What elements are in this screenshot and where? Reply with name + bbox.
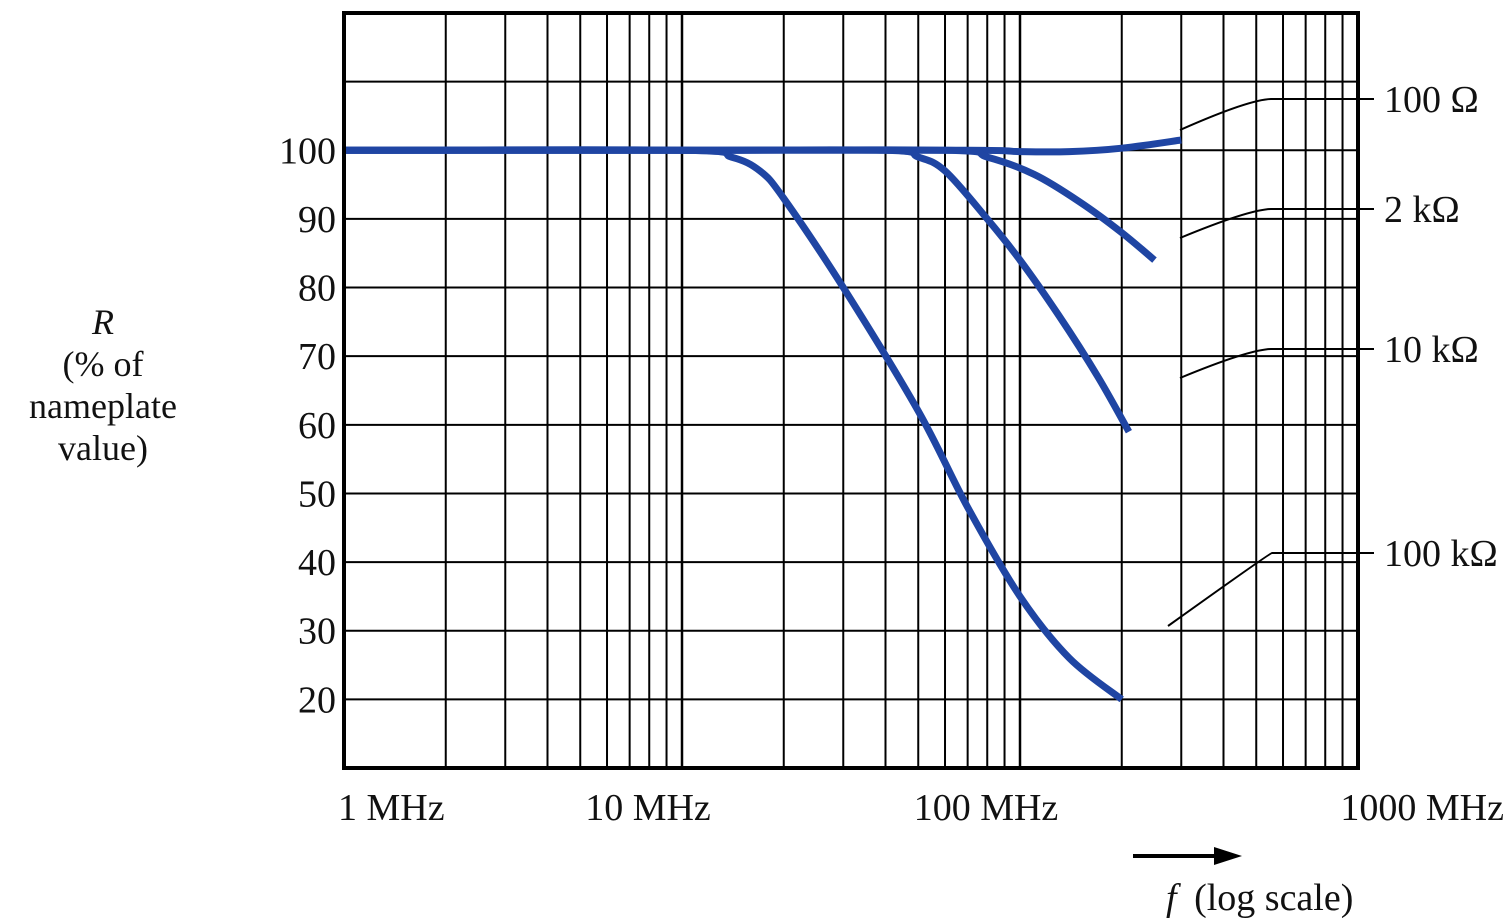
series-label: 2 kΩ <box>1384 189 1460 231</box>
y-tick-label: 100 <box>279 130 336 172</box>
grid-major <box>344 13 1358 768</box>
x-tick-label: 1 MHz <box>338 787 445 829</box>
series-label: 100 kΩ <box>1384 533 1498 575</box>
y-axis-symbol: R <box>91 302 114 342</box>
series-leader-lines <box>1167 98 1374 627</box>
y-tick-label: 40 <box>298 542 336 584</box>
y-tick-label: 20 <box>298 679 336 721</box>
y-tick-label: 50 <box>298 473 336 515</box>
leader-line <box>1179 208 1372 239</box>
leader-line <box>1179 98 1372 131</box>
x-axis-scale-note: (log scale) <box>1194 877 1353 919</box>
y-tick-label: 30 <box>298 611 336 653</box>
y-tick-label: 60 <box>298 405 336 447</box>
series-labels: 100 Ω 2 kΩ 10 kΩ 100 kΩ <box>1384 79 1498 575</box>
series-lines <box>343 136 1182 703</box>
plot-area-frame <box>342 11 1360 770</box>
x-direction-arrow-head <box>1214 847 1242 865</box>
y-tick-label: 90 <box>298 199 336 241</box>
leader-line <box>1179 348 1372 379</box>
y-axis-label-line-2: nameplate <box>29 386 177 426</box>
y-tick-label: 70 <box>298 336 336 378</box>
leader-line <box>1167 552 1372 627</box>
y-tick-label: 80 <box>298 268 336 310</box>
y-axis-label-line-1: (% of <box>63 344 144 384</box>
x-axis-symbol: f <box>1166 877 1181 919</box>
series-line-3 <box>343 146 1124 703</box>
series-label: 100 Ω <box>1384 79 1479 121</box>
y-axis-label-line-3: value) <box>58 428 148 468</box>
grid-minor <box>444 13 1344 768</box>
x-axis-label: f (log scale) <box>1133 847 1353 919</box>
series-line-2 <box>343 146 1132 434</box>
x-tick-label: 1000 MHz <box>1340 787 1504 829</box>
y-axis-tick-labels: 100 90 80 70 60 50 40 30 20 <box>279 130 336 721</box>
x-axis-tick-labels: 1 MHz 10 MHz 100 MHz 1000 MHz <box>338 787 1504 829</box>
x-axis-label-text: f (log scale) <box>1166 877 1353 919</box>
series-label: 10 kΩ <box>1384 329 1479 371</box>
x-tick-label: 10 MHz <box>585 787 711 829</box>
y-axis-label: R (% of nameplate value) <box>29 302 177 468</box>
x-tick-label: 100 MHz <box>914 787 1059 829</box>
